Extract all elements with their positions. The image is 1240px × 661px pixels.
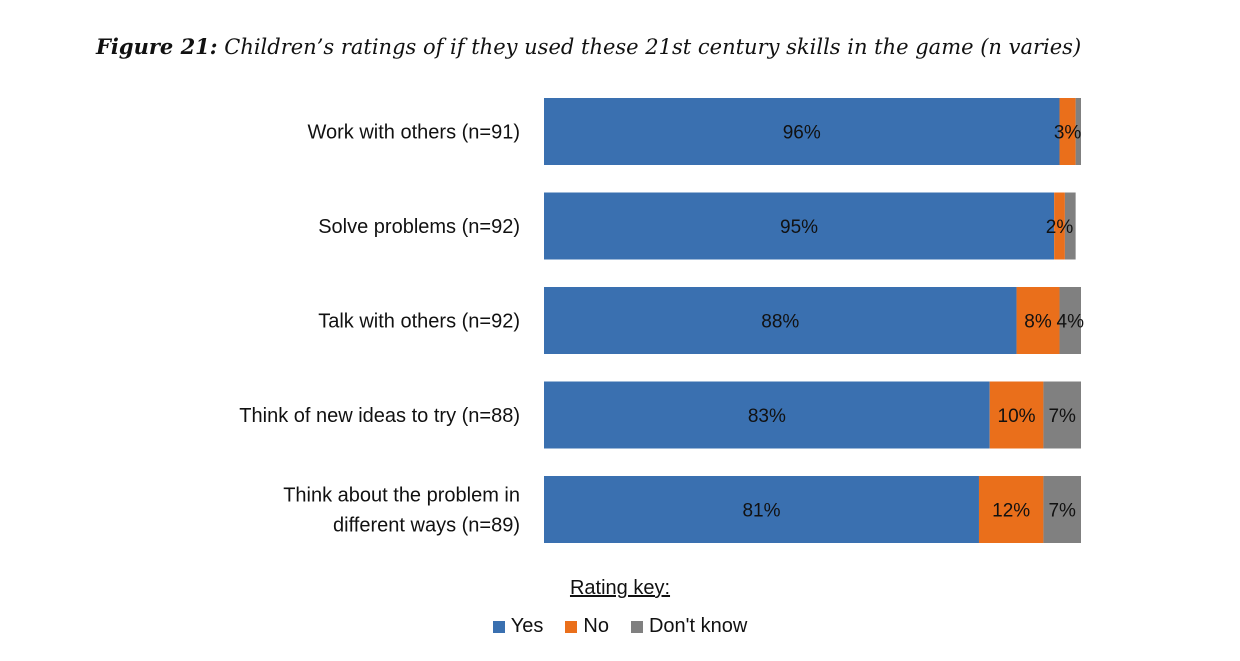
bar-segment-don-t-know xyxy=(1043,381,1081,449)
bar-segment-don-t-know xyxy=(1075,98,1081,165)
category-label: Think about the problem in different ways… xyxy=(283,485,520,537)
legend-title: Rating key: xyxy=(569,577,671,599)
data-label: 12% xyxy=(992,501,1030,522)
bar-segment-no xyxy=(1059,98,1076,165)
data-label: 3% xyxy=(1054,123,1082,144)
category-label-line: Work with others (n=91) xyxy=(308,122,521,144)
category-label: Think of new ideas to try (n=88) xyxy=(239,405,520,427)
data-label: 81% xyxy=(742,501,780,522)
bar-segment-no xyxy=(1016,287,1060,354)
data-label: 7% xyxy=(1048,501,1076,522)
legend-label: Yes xyxy=(510,615,544,637)
data-label: 4% xyxy=(1057,312,1085,333)
category-label-line: Think of new ideas to try (n=88) xyxy=(239,405,520,427)
category-label-line: different ways (n=89) xyxy=(333,515,520,537)
data-label: 88% xyxy=(761,312,799,333)
bar-segment-don-t-know xyxy=(1043,476,1081,543)
legend-item: Yes xyxy=(492,615,544,638)
category-label-line: Talk with others (n=92) xyxy=(318,311,520,333)
bar-segment-don-t-know xyxy=(1059,287,1081,354)
legend-swatch xyxy=(492,620,505,633)
chart-legend: Yes No Don't know xyxy=(0,615,1240,638)
category-label: Work with others (n=91) xyxy=(308,122,521,144)
bar-segment-no xyxy=(989,381,1044,449)
category-label: Talk with others (n=92) xyxy=(318,311,520,333)
bar-segment-don-t-know xyxy=(1064,192,1076,260)
legend-item: Don't know xyxy=(630,615,748,638)
bar-segment-yes xyxy=(544,476,979,543)
data-label: 95% xyxy=(780,217,818,238)
data-label: 10% xyxy=(998,406,1036,427)
bar-segment-no xyxy=(1054,192,1065,260)
data-label: 7% xyxy=(1048,406,1076,427)
data-label: 83% xyxy=(748,406,786,427)
legend-label: Don't know xyxy=(648,615,748,637)
figure-number: Figure 21: xyxy=(96,34,218,59)
data-label: 96% xyxy=(783,123,821,144)
category-label: Solve problems (n=92) xyxy=(318,216,520,238)
bar-segment-yes xyxy=(544,98,1060,165)
legend-label: No xyxy=(583,615,609,637)
category-label-line: Think about the problem in xyxy=(283,485,520,507)
legend-swatch xyxy=(630,620,643,633)
category-label-line: Solve problems (n=92) xyxy=(318,216,520,238)
figure-title: Figure 21: Children’s ratings of if they… xyxy=(96,34,1081,59)
bar-segment-yes xyxy=(544,381,990,449)
bar-segment-yes xyxy=(544,287,1017,354)
legend-item: No xyxy=(565,615,609,638)
bar-segment-yes xyxy=(544,192,1055,260)
figure-caption: Children’s ratings of if they used these… xyxy=(224,35,1082,59)
bar-segment-no xyxy=(978,476,1044,543)
legend-swatch xyxy=(565,620,578,633)
data-label: 2% xyxy=(1046,217,1074,238)
data-label: 8% xyxy=(1024,312,1052,333)
